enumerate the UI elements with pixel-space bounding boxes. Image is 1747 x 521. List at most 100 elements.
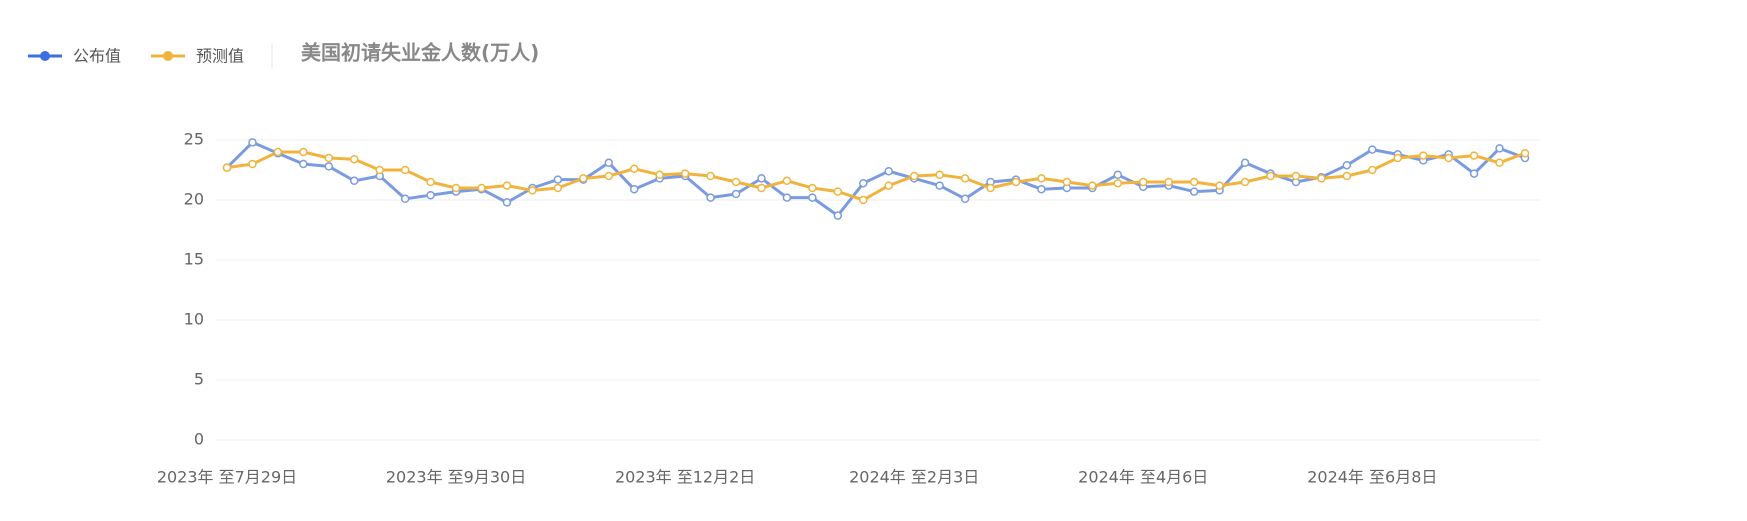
data-point [528, 186, 537, 195]
chart-title: 美国初请失业金人数(万人) [301, 41, 539, 65]
data-point [1368, 165, 1377, 175]
data-point [1393, 153, 1402, 163]
x-tick-label: 2023年 至12月2日 [615, 468, 755, 487]
y-tick-label: 0 [194, 430, 204, 449]
data-point [1342, 171, 1352, 181]
data-point [833, 211, 843, 220]
data-point [986, 183, 995, 193]
data-point [553, 175, 563, 184]
data-point [451, 183, 461, 193]
data-point [1011, 177, 1021, 187]
data-point [782, 193, 792, 202]
y-tick-label: 25 [184, 130, 204, 149]
y-tick-label: 15 [184, 250, 204, 269]
data-point [350, 154, 359, 164]
x-tick-label: 2024年 至4月6日 [1078, 468, 1208, 487]
data-point [1469, 151, 1479, 160]
data-point [299, 159, 308, 169]
data-point [350, 176, 359, 186]
data-point [1291, 171, 1301, 181]
data-point [273, 147, 283, 157]
data-point [1266, 171, 1275, 181]
data-point [1469, 169, 1479, 178]
data-point [1037, 184, 1046, 194]
data-point [1342, 160, 1352, 170]
data-point [400, 194, 410, 204]
data-point [375, 165, 384, 175]
data-point [1215, 181, 1224, 190]
data-point [1240, 158, 1250, 168]
data-point [884, 166, 893, 176]
x-tick-label: 2024年 至6月8日 [1307, 468, 1437, 487]
x-tick-label: 2023年 至7月29日 [157, 468, 297, 487]
data-point [1368, 145, 1377, 154]
data-point [960, 174, 970, 183]
data-point [426, 177, 435, 187]
data-point [477, 183, 486, 193]
data-point [299, 147, 308, 157]
x-tick-label: 2024年 至2月3日 [849, 468, 979, 487]
data-point [629, 164, 639, 174]
data-point [426, 190, 435, 200]
data-point [1189, 177, 1199, 187]
data-point [1317, 174, 1326, 183]
legend-text: 公布值 [73, 47, 121, 66]
legend-marker [163, 51, 174, 61]
data-point [1164, 177, 1173, 187]
data-point [604, 158, 614, 168]
legend-item[interactable]: 预测值 [151, 47, 244, 66]
data-point [808, 193, 817, 202]
data-point [757, 183, 766, 193]
data-point [502, 181, 512, 190]
data-point [1113, 178, 1123, 188]
series-line [226, 150, 1526, 202]
x-tick-label: 2023年 至9月30日 [386, 468, 526, 487]
legend-marker [40, 51, 50, 61]
data-point [706, 171, 715, 181]
data-point [808, 183, 817, 193]
data-point [1138, 177, 1148, 187]
data-point [706, 193, 715, 202]
data-point [1189, 187, 1199, 196]
legend-item[interactable]: 公布值 [28, 47, 121, 66]
data-point [1444, 153, 1453, 163]
data-point [1062, 177, 1072, 187]
data-point [1037, 174, 1046, 183]
data-point [859, 195, 868, 205]
data-point [248, 159, 257, 169]
data-point [935, 170, 944, 180]
data-point [731, 177, 741, 187]
data-point [1113, 170, 1123, 180]
data-point [960, 194, 970, 204]
data-point [324, 153, 334, 163]
data-point [579, 174, 588, 183]
data-point [1240, 177, 1250, 187]
y-tick-label: 20 [184, 190, 204, 209]
data-point [859, 178, 868, 188]
data-point [1495, 144, 1504, 153]
data-point [1520, 148, 1530, 158]
y-tick-label: 10 [184, 310, 204, 329]
data-point [884, 181, 893, 190]
data-point [629, 184, 639, 194]
data-point [909, 171, 919, 181]
data-point [324, 162, 334, 171]
data-point [222, 163, 232, 172]
data-point [1418, 151, 1428, 160]
y-tick-label: 5 [194, 370, 204, 389]
data-point [248, 138, 257, 147]
data-point [782, 176, 792, 186]
data-point [502, 198, 512, 207]
data-point [553, 183, 563, 193]
legend-text: 预测值 [196, 47, 244, 66]
data-point [1088, 181, 1097, 190]
series-line [225, 140, 1526, 218]
data-point [1495, 158, 1504, 168]
data-point [833, 187, 843, 196]
data-point [680, 169, 690, 178]
data-point [400, 165, 410, 175]
data-point [757, 174, 766, 183]
data-point [655, 170, 664, 180]
data-point [731, 189, 741, 199]
